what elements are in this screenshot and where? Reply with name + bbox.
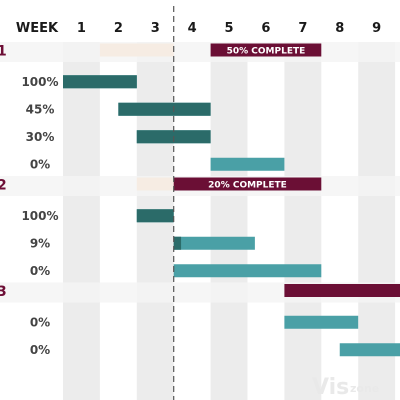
- watermark: Vis zone: [312, 375, 379, 400]
- phase-bar: [210, 43, 322, 57]
- task-percent: 0%: [30, 343, 50, 357]
- task-complete-bar: [118, 102, 211, 116]
- week-tick-label: 8: [335, 21, 344, 36]
- task-complete-bar: [63, 75, 137, 89]
- task-bar: [210, 157, 285, 171]
- week-tick-label: 9: [372, 21, 381, 36]
- task-complete-bar: [136, 209, 174, 223]
- task-bar: [173, 264, 322, 278]
- phase-row-band: [0, 42, 400, 62]
- task-bar: [339, 343, 400, 357]
- task-complete-bar: [173, 236, 182, 250]
- task-bar: [284, 315, 359, 329]
- task-percent: 100%: [21, 75, 58, 89]
- week-tick-label: 5: [225, 21, 234, 36]
- week-tick-label: 4: [188, 21, 197, 36]
- task-percent: 0%: [30, 264, 50, 278]
- week-tick-label: 2: [114, 21, 123, 36]
- task-percent: 100%: [21, 209, 58, 223]
- week-tick-label: 1: [77, 21, 86, 36]
- watermark-zone: zone: [350, 382, 379, 395]
- week-tick-label: 6: [261, 21, 270, 36]
- phase-bar: [173, 177, 322, 191]
- week-tick-label: 7: [298, 21, 307, 36]
- week-stripe: [210, 42, 248, 400]
- phase-elapsed-bar: [136, 177, 174, 191]
- phase-bar: [284, 284, 400, 297]
- task-percent: 0%: [30, 157, 50, 171]
- task-bar: [173, 236, 255, 250]
- phase-progress-label: 50% COMPLETE: [227, 47, 306, 57]
- week-axis-label: WEEK: [16, 21, 59, 36]
- week-stripe: [284, 42, 322, 400]
- phase-number: 2: [0, 178, 7, 194]
- phase-progress-label: 20% COMPLETE: [208, 181, 287, 191]
- task-percent: 30%: [26, 130, 55, 144]
- week-tick-label: 3: [151, 21, 160, 36]
- phase-number: 1: [0, 44, 7, 60]
- text-layer: WEEK 1 2 3 4 5 6 7 8 950% COMPLETE1100%45%30%0%2…: [0, 21, 381, 357]
- bars-layer: [63, 6, 400, 400]
- watermark-vis: Vis: [312, 375, 349, 400]
- task-percent: 45%: [26, 102, 55, 116]
- task-percent: 9%: [30, 236, 50, 250]
- phase-number: 3: [0, 284, 7, 300]
- week-stripe: [63, 42, 100, 400]
- phase-elapsed-bar: [99, 43, 174, 57]
- task-percent: 0%: [30, 315, 50, 329]
- week-stripe: [358, 42, 396, 400]
